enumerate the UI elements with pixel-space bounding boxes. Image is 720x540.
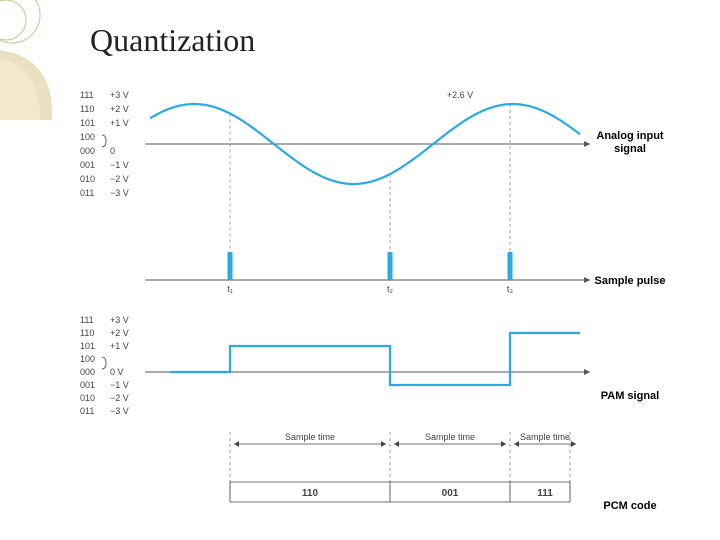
svg-text:+2 V: +2 V (110, 328, 129, 338)
svg-text:000: 000 (80, 146, 95, 156)
svg-text:t₂: t₂ (387, 284, 394, 294)
svg-text:Sample time: Sample time (285, 432, 335, 442)
svg-text:0: 0 (110, 146, 115, 156)
svg-text:001: 001 (442, 488, 459, 499)
svg-text:Sample time: Sample time (520, 432, 570, 442)
svg-text:011: 011 (80, 188, 94, 198)
svg-text:100: 100 (80, 132, 95, 142)
svg-text:t₃: t₃ (507, 284, 514, 294)
svg-text:101: 101 (80, 118, 95, 128)
svg-text:t₁: t₁ (227, 284, 233, 294)
svg-text:011: 011 (80, 406, 94, 416)
svg-text:110: 110 (80, 328, 94, 338)
svg-text:−2 V: −2 V (110, 174, 129, 184)
svg-text:+3 V: +3 V (110, 90, 129, 100)
svg-text:010: 010 (80, 393, 95, 403)
svg-text:0 V: 0 V (110, 367, 124, 377)
svg-text:110: 110 (302, 488, 319, 499)
quantization-diagram: 111+3 V110+2 V101+1 V1000000001−1 V010−2… (70, 90, 650, 520)
svg-text:101: 101 (80, 341, 95, 351)
svg-text:+1 V: +1 V (110, 118, 129, 128)
svg-text:001: 001 (80, 380, 95, 390)
svg-text:+1 V: +1 V (110, 341, 129, 351)
svg-text:100: 100 (80, 354, 95, 364)
svg-text:111: 111 (80, 90, 94, 100)
svg-text:001: 001 (80, 160, 95, 170)
page-title: Quantization (90, 22, 255, 59)
svg-text:+2 V: +2 V (110, 104, 129, 114)
svg-text:Sample time: Sample time (425, 432, 475, 442)
svg-text:−1 V: −1 V (110, 380, 129, 390)
svg-text:110: 110 (80, 104, 94, 114)
svg-text:−1 V: −1 V (110, 160, 129, 170)
svg-text:−3 V: −3 V (110, 406, 129, 416)
svg-text:−3 V: −3 V (110, 188, 129, 198)
svg-text:111: 111 (80, 315, 94, 325)
svg-text:+3 V: +3 V (110, 315, 129, 325)
svg-text:111: 111 (537, 488, 553, 499)
svg-text:−2 V: −2 V (110, 393, 129, 403)
svg-text:+2.6 V: +2.6 V (447, 90, 473, 100)
svg-text:010: 010 (80, 174, 95, 184)
svg-text:000: 000 (80, 367, 95, 377)
